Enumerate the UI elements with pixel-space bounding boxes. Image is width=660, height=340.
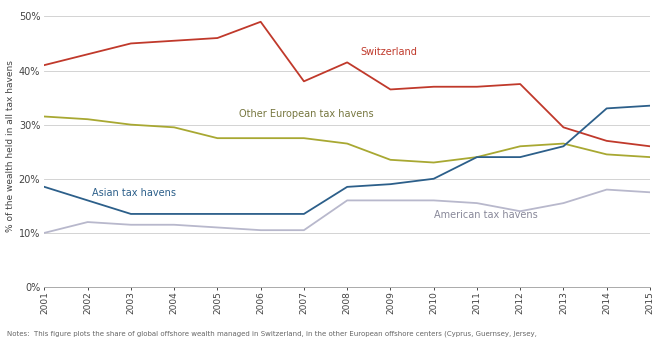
Text: American tax havens: American tax havens — [434, 210, 537, 220]
Text: Switzerland: Switzerland — [360, 47, 417, 57]
Text: Other European tax havens: Other European tax havens — [239, 108, 374, 119]
Text: Notes:  This figure plots the share of global offshore wealth managed in Switzer: Notes: This figure plots the share of gl… — [7, 330, 537, 337]
Y-axis label: % of the wealth held in all tax havens: % of the wealth held in all tax havens — [5, 60, 15, 232]
Text: Asian tax havens: Asian tax havens — [92, 188, 176, 198]
